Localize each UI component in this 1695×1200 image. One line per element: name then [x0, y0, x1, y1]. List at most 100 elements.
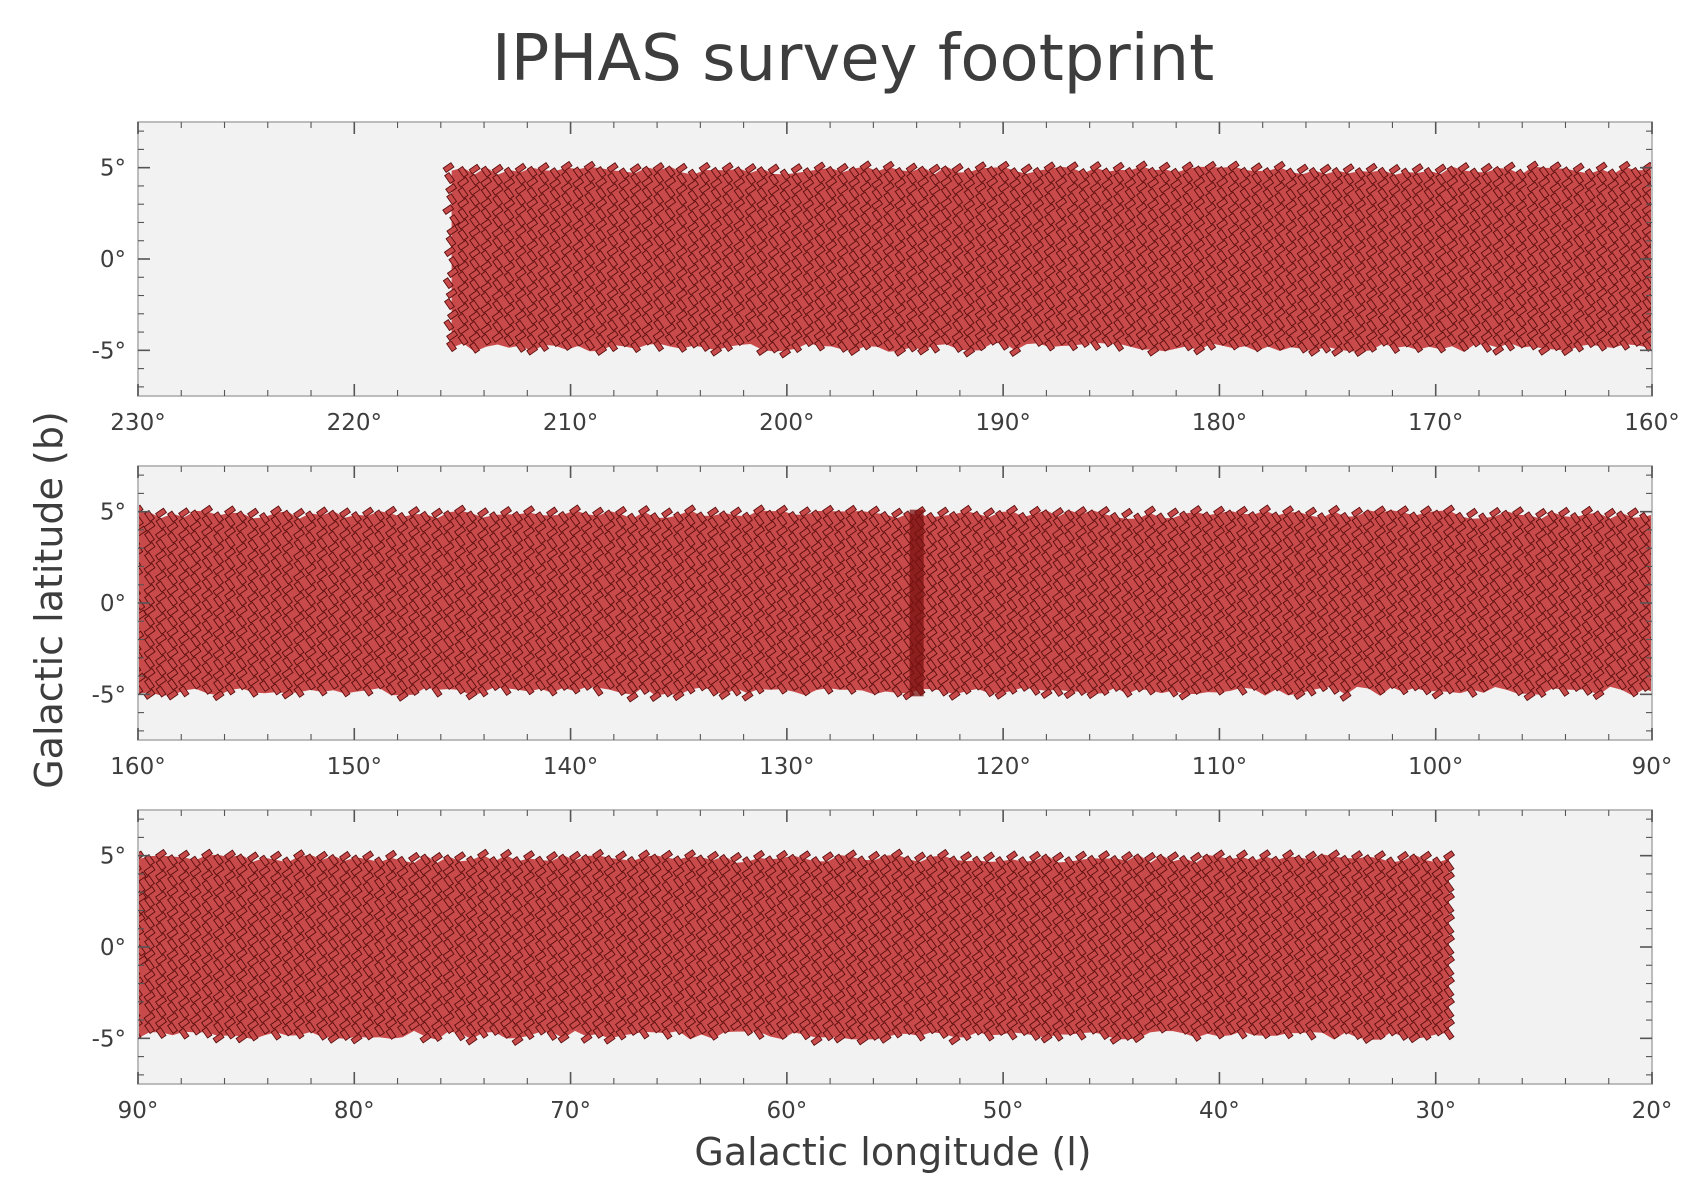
footprint-tile [673, 532, 685, 545]
footprint-tile [1158, 182, 1171, 194]
footprint-tile [1411, 163, 1424, 175]
footprint-tile [1561, 334, 1573, 347]
footprint-tile [618, 167, 630, 180]
footprint-tile [1412, 320, 1424, 333]
footprint-tile [236, 552, 248, 565]
footprint-tile [259, 638, 271, 651]
footprint-tile [1527, 275, 1539, 288]
footprint-tile [615, 620, 627, 633]
footprint-tile [293, 612, 306, 624]
footprint-tile [940, 239, 953, 251]
footprint-tile [638, 557, 650, 570]
footprint-tile [201, 630, 214, 642]
footprint-tile [1331, 261, 1344, 273]
footprint-tile [802, 220, 815, 232]
footprint-tile [1147, 345, 1160, 357]
footprint-tile [928, 268, 941, 280]
footprint-tile [1366, 256, 1378, 269]
footprint-tile [744, 330, 757, 342]
footprint-tile [1480, 204, 1493, 216]
footprint-tile [1457, 308, 1470, 320]
footprint-tile [511, 584, 524, 596]
footprint-tile [293, 685, 305, 698]
footprint-tile [859, 160, 872, 172]
footprint-tile [166, 521, 179, 533]
footprint-tile [339, 654, 352, 666]
footprint-tile [581, 573, 593, 586]
footprint-tile [1135, 202, 1148, 214]
footprint-tile [1354, 283, 1367, 295]
footprint-tile [1066, 287, 1079, 299]
footprint-tile [560, 286, 573, 298]
footprint-tile [1090, 339, 1102, 352]
footprint-tile [1147, 229, 1159, 242]
footprint-tile [1136, 254, 1148, 267]
footprint-tile [733, 219, 746, 231]
footprint-tile [638, 609, 651, 621]
footprint-tile [836, 309, 849, 321]
footprint-tile [408, 642, 420, 655]
footprint-tile [906, 340, 918, 353]
footprint-tile [1343, 194, 1355, 207]
footprint-tile [1239, 198, 1252, 210]
footprint-tile [627, 575, 639, 588]
footprint-tile [526, 302, 539, 314]
footprint-tile [1642, 192, 1652, 205]
footprint-tile [488, 669, 501, 681]
footprint-tile [526, 228, 538, 241]
footprint-tile [791, 278, 803, 291]
footprint-tile [997, 202, 1010, 214]
footprint-tile [1630, 271, 1642, 284]
footprint-tile [1607, 179, 1620, 191]
footprint-tile [538, 298, 550, 311]
footprint-tile [247, 601, 259, 614]
footprint-tile [537, 224, 550, 236]
footprint-tile [1044, 171, 1056, 184]
footprint-tile [1573, 298, 1585, 311]
footprint-tile [744, 309, 757, 321]
footprint-tile [569, 577, 581, 590]
footprint-tile [468, 226, 481, 238]
footprint-tile [339, 622, 351, 635]
footprint-tile [883, 254, 895, 267]
footprint-tile [1526, 223, 1539, 235]
footprint-tile [546, 527, 559, 539]
footprint-tile [489, 511, 501, 524]
footprint-tile [396, 690, 409, 702]
footprint-tile [1561, 219, 1574, 231]
footprint-tile [480, 291, 492, 304]
footprint-tile [650, 617, 662, 630]
footprint-tile [523, 683, 535, 696]
footprint-tile [419, 605, 432, 617]
footprint-tile [1193, 228, 1205, 241]
footprint-tile [511, 521, 524, 533]
footprint-tile [1147, 303, 1160, 315]
footprint-tile [350, 584, 363, 596]
footprint-tile [549, 209, 561, 222]
footprint-tile [1193, 239, 1206, 251]
footprint-tile [178, 559, 190, 572]
footprint-tile [917, 218, 930, 230]
footprint-tile [825, 239, 838, 251]
footprint-tile [1250, 162, 1263, 174]
footprint-tile [1584, 189, 1596, 202]
footprint-tile [500, 547, 513, 559]
footprint-tile [1618, 244, 1631, 256]
footprint-tile [1630, 208, 1642, 221]
footprint-tile [1274, 275, 1286, 288]
footprint-tile [281, 646, 294, 658]
footprint-tile [745, 299, 757, 312]
footprint-tile [212, 606, 225, 618]
footprint-tile [1630, 187, 1642, 200]
footprint-tile [572, 282, 585, 294]
footprint-tile [745, 236, 757, 249]
footprint-tile [385, 526, 398, 538]
footprint-tile [1308, 345, 1321, 357]
footprint-tile [190, 572, 202, 585]
footprint-tile [583, 286, 596, 298]
footprint-tile [477, 622, 489, 635]
footprint-tile [431, 517, 443, 530]
footprint-tile [465, 626, 478, 638]
footprint-tile [1515, 221, 1528, 233]
footprint-tile [477, 612, 490, 624]
